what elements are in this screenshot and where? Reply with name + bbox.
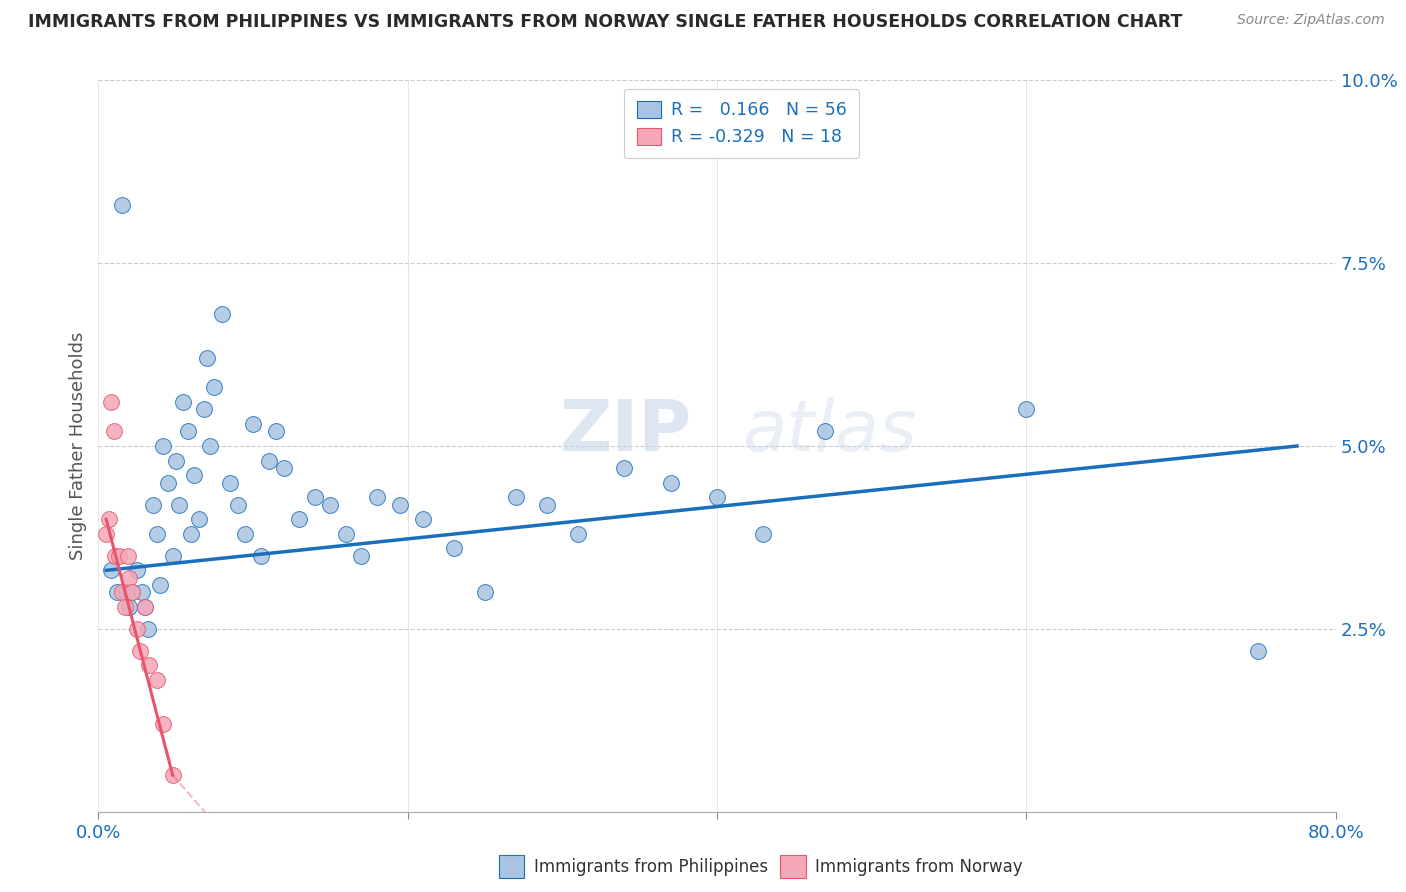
Point bbox=[152, 717, 174, 731]
Point bbox=[198, 439, 221, 453]
Point bbox=[111, 585, 132, 599]
Text: Immigrants from Norway: Immigrants from Norway bbox=[815, 858, 1024, 876]
Point bbox=[366, 490, 388, 504]
Point bbox=[114, 599, 136, 614]
Point bbox=[250, 549, 273, 563]
Point bbox=[1247, 644, 1270, 658]
Text: ZIP: ZIP bbox=[560, 397, 692, 466]
Point bbox=[1015, 402, 1038, 417]
Point bbox=[288, 512, 311, 526]
Point bbox=[165, 453, 187, 467]
Point bbox=[188, 512, 211, 526]
Point bbox=[219, 475, 242, 490]
Point bbox=[149, 578, 172, 592]
Point bbox=[814, 425, 837, 439]
Y-axis label: Single Father Households: Single Father Households bbox=[69, 332, 87, 560]
Point bbox=[127, 622, 149, 636]
Point bbox=[204, 380, 226, 394]
Point bbox=[131, 585, 153, 599]
Point bbox=[141, 498, 165, 512]
Point bbox=[536, 498, 558, 512]
Point bbox=[226, 498, 249, 512]
Point bbox=[98, 512, 121, 526]
Point bbox=[659, 475, 682, 490]
Point bbox=[121, 585, 143, 599]
Point bbox=[443, 541, 465, 556]
Point bbox=[183, 468, 205, 483]
Point bbox=[613, 461, 636, 475]
Point bbox=[172, 395, 194, 409]
Point bbox=[117, 549, 139, 563]
Point bbox=[146, 526, 169, 541]
Point bbox=[129, 644, 152, 658]
Point bbox=[752, 526, 775, 541]
Legend: R =   0.166   N = 56, R = -0.329   N = 18: R = 0.166 N = 56, R = -0.329 N = 18 bbox=[624, 89, 859, 159]
Point bbox=[505, 490, 527, 504]
Point bbox=[193, 402, 215, 417]
Point bbox=[100, 395, 122, 409]
Point bbox=[115, 585, 138, 599]
Point bbox=[335, 526, 357, 541]
Point bbox=[304, 490, 326, 504]
Point bbox=[105, 585, 128, 599]
Text: atlas: atlas bbox=[742, 397, 917, 466]
Point bbox=[273, 461, 295, 475]
Point bbox=[118, 599, 141, 614]
Point bbox=[567, 526, 589, 541]
Point bbox=[195, 351, 218, 366]
Point bbox=[167, 498, 190, 512]
Point bbox=[474, 585, 496, 599]
Point bbox=[138, 658, 160, 673]
Point bbox=[152, 439, 174, 453]
Text: Source: ZipAtlas.com: Source: ZipAtlas.com bbox=[1237, 13, 1385, 28]
Point bbox=[146, 673, 169, 687]
Point bbox=[412, 512, 434, 526]
Text: IMMIGRANTS FROM PHILIPPINES VS IMMIGRANTS FROM NORWAY SINGLE FATHER HOUSEHOLDS C: IMMIGRANTS FROM PHILIPPINES VS IMMIGRANT… bbox=[28, 13, 1182, 31]
Point bbox=[177, 425, 200, 439]
Point bbox=[136, 622, 159, 636]
Point bbox=[706, 490, 728, 504]
Point bbox=[157, 475, 180, 490]
Point bbox=[233, 526, 257, 541]
Point bbox=[103, 425, 125, 439]
Point bbox=[134, 599, 156, 614]
Point bbox=[118, 571, 141, 585]
Point bbox=[96, 526, 118, 541]
Point bbox=[162, 768, 184, 782]
Point bbox=[211, 307, 233, 321]
Point bbox=[388, 498, 412, 512]
Point bbox=[257, 453, 280, 467]
Point bbox=[111, 197, 132, 211]
Point bbox=[162, 549, 184, 563]
Point bbox=[104, 549, 127, 563]
Text: Immigrants from Philippines: Immigrants from Philippines bbox=[534, 858, 769, 876]
Point bbox=[127, 563, 149, 577]
Point bbox=[264, 425, 288, 439]
Point bbox=[100, 563, 122, 577]
Point bbox=[134, 599, 156, 614]
Point bbox=[121, 585, 143, 599]
Point bbox=[350, 549, 373, 563]
Point bbox=[107, 549, 129, 563]
Point bbox=[319, 498, 342, 512]
Point bbox=[180, 526, 202, 541]
Point bbox=[242, 417, 264, 431]
